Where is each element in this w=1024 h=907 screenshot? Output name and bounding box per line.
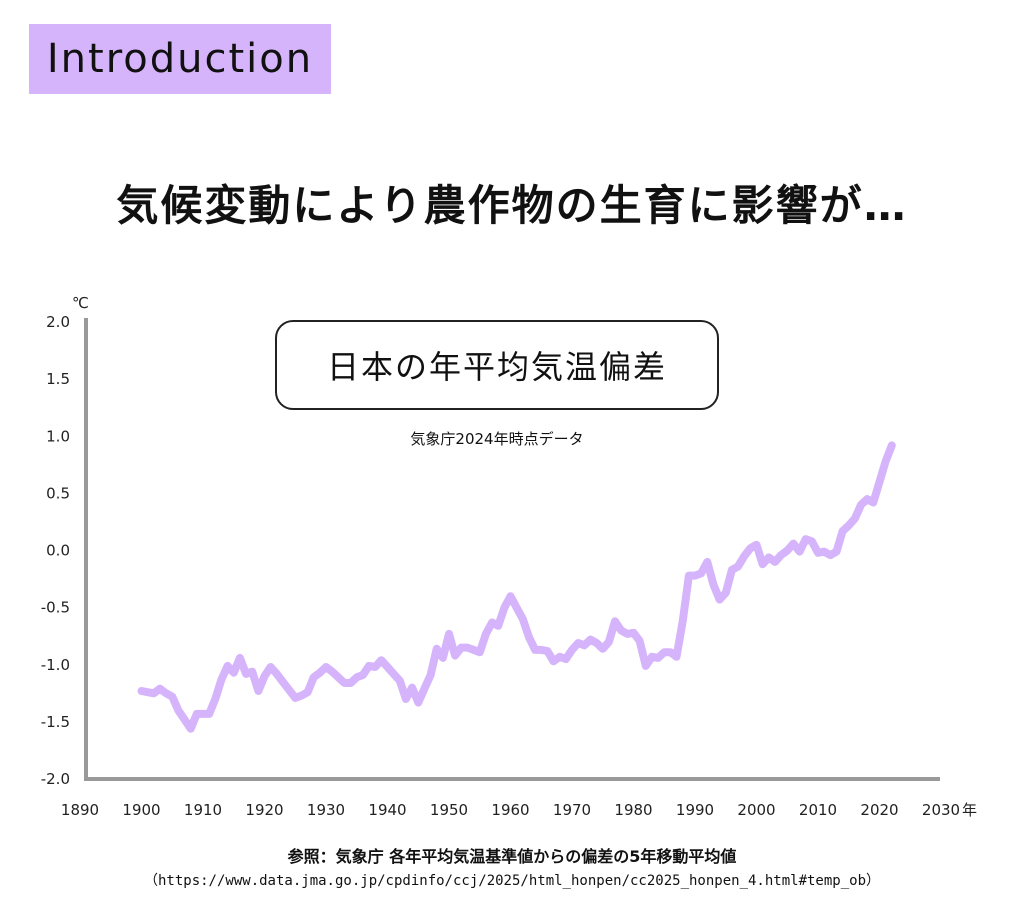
chart-axes [84,318,940,781]
chart-title-box: 日本の年平均気温偏差 [275,320,719,410]
y-tick-label: 1.5 [46,370,70,388]
x-tick-label: 1950 [430,801,468,819]
x-tick-label: 2000 [737,801,775,819]
y-tick-labels: 2.0 1.5 1.0 0.5 0.0 -0.5 -1.0 -1.5 -2.0 [41,313,70,788]
source-citation: 参照：気象庁 各年平均気温基準値からの偏差の5年移動平均値 [287,847,737,866]
x-tick-label: 2010 [799,801,837,819]
x-tick-label: 1970 [553,801,591,819]
x-tick-label: 1990 [676,801,714,819]
source-url: （https://www.data.jma.go.jp/cpdinfo/ccj/… [143,873,880,889]
y-tick-label: -0.5 [41,599,70,617]
y-tick-label: -1.0 [41,656,70,674]
y-tick-label: -2.0 [41,770,70,788]
y-tick-label: -1.5 [41,713,70,731]
intro-badge-label: Introduction [46,36,314,82]
x-tick-label: 1930 [307,801,345,819]
x-tick-label: 1920 [245,801,283,819]
y-tick-label: 0.0 [46,542,70,560]
x-tick-label: 1960 [491,801,529,819]
chart-subtitle: 気象庁2024年時点データ [410,430,584,448]
data-points [141,445,892,729]
y-axis-unit: ℃ [72,294,89,312]
x-tick-label: 1910 [184,801,222,819]
x-tick-label: 1980 [614,801,652,819]
chart-title: 日本の年平均気温偏差 [326,348,667,386]
x-axis-unit: 年 [962,801,977,819]
x-tick-label: 1890 [61,801,99,819]
y-tick-label: 1.0 [46,427,70,445]
y-tick-label: 2.0 [46,313,70,331]
headline: 気候変動により農作物の生育に影響が… [116,181,908,230]
x-tick-label: 1940 [368,801,406,819]
x-tick-label: 1900 [122,801,160,819]
x-tick-labels: 1890 1900 1910 1920 1930 1940 1950 1960 1970 1980… [61,801,960,819]
intro-badge: Introduction [29,24,331,94]
x-tick-label: 2030 [922,801,960,819]
y-tick-label: 0.5 [46,484,70,502]
x-tick-label: 2020 [860,801,898,819]
series-line [137,441,896,733]
series-group [137,441,896,733]
